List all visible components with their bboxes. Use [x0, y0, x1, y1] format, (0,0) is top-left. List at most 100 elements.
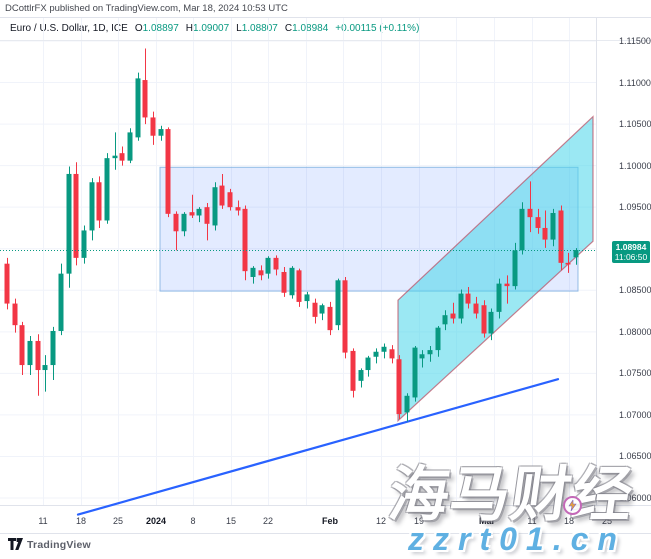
candle-body — [165, 129, 171, 214]
candle-body — [265, 257, 271, 274]
candle-body — [350, 350, 356, 391]
low-label: L — [236, 23, 242, 34]
candle-body — [89, 182, 95, 231]
time-tick-label: 11 — [527, 516, 537, 526]
candle-body — [535, 217, 541, 228]
candle-body — [488, 311, 494, 334]
candle-body — [127, 132, 133, 161]
candle-body — [50, 330, 56, 366]
open-label: O — [134, 23, 143, 34]
time-tick-label: 25 — [112, 516, 124, 526]
watermark-chinese: 海马财经 — [384, 461, 639, 528]
last-price-badge: 1.08984 11:06:50 — [612, 241, 650, 263]
candle-body — [158, 129, 164, 136]
attribution-text: DCottlrFX published on TradingView.com, … — [5, 3, 288, 14]
price-tick-label: 1.11500 — [619, 36, 651, 46]
candle-body — [504, 283, 510, 287]
bar-countdown: 11:06:50 — [614, 252, 648, 262]
candle-body — [204, 207, 210, 224]
price-tick-label: 1.10000 — [619, 160, 651, 171]
candle-body — [342, 280, 348, 353]
candle-body — [189, 212, 195, 216]
candle-body — [496, 283, 502, 312]
price-tick-label: 1.07500 — [619, 368, 651, 379]
candle-body — [227, 192, 233, 208]
candle-body — [304, 294, 310, 302]
price-tick-label: 1.11000 — [619, 77, 651, 88]
candle-body — [258, 270, 264, 276]
tradingview-brand-text: TradingView — [27, 538, 91, 551]
candle-body — [573, 250, 579, 258]
tradingview-logo-icon — [8, 538, 23, 550]
time-tick-label: 18 — [563, 516, 575, 526]
candle-body — [296, 270, 302, 302]
candle-body — [42, 365, 48, 371]
trendline — [76, 378, 560, 516]
close-value: 1.08984 — [292, 23, 329, 34]
candle-body — [112, 155, 118, 159]
watermark-coin-icon — [563, 496, 582, 515]
time-tick-label: 2024 — [145, 516, 167, 526]
candle-body — [81, 230, 87, 258]
candle-body — [327, 306, 333, 331]
high-value: 1.09007 — [193, 23, 230, 34]
change-value: +0.00115 (+0.11%) — [335, 23, 420, 34]
candle-body — [442, 315, 448, 325]
candle-body — [196, 208, 202, 216]
last-price-value: 1.08984 — [615, 242, 647, 252]
candle-body — [27, 340, 33, 366]
time-tick-label: Feb — [321, 516, 339, 526]
candle-body — [435, 327, 441, 351]
candle-body — [396, 359, 402, 415]
time-tick-label: Mar — [478, 516, 496, 526]
candle-body — [250, 267, 256, 277]
candle-body — [142, 80, 148, 118]
candle-body — [235, 207, 241, 211]
candle-body — [512, 250, 518, 287]
candle-body — [273, 257, 279, 270]
open-value: 1.08897 — [142, 23, 179, 34]
price-tick-label: 1.08500 — [619, 285, 651, 296]
candle-body — [565, 262, 571, 265]
high-label: H — [185, 23, 193, 34]
candle-body — [404, 395, 410, 413]
candle-body — [58, 273, 64, 331]
candle-body — [527, 208, 533, 218]
candle-body — [96, 182, 102, 221]
price-tick-label: 1.06500 — [619, 451, 651, 462]
candle-body — [4, 263, 10, 304]
time-tick-label: 8 — [190, 516, 196, 526]
close-label: C — [284, 23, 293, 34]
candle-body — [550, 212, 556, 240]
price-tick-label: 1.09500 — [619, 202, 651, 213]
time-tick-label: 12 — [375, 516, 387, 526]
candle-body — [419, 354, 425, 359]
tradingview-footer[interactable]: TradingView — [8, 538, 91, 551]
candle-body — [173, 213, 179, 232]
candle-body — [481, 305, 487, 334]
candle-body — [458, 293, 464, 319]
time-tick-label: 11 — [38, 516, 48, 526]
candle-body — [212, 187, 218, 226]
candle-body — [242, 208, 248, 272]
candle-body — [181, 213, 187, 232]
lightning-icon — [568, 500, 577, 511]
time-tick-label: 19 — [413, 516, 425, 526]
symbol-title: Euro / U.S. Dollar, 1D, ICE — [10, 23, 128, 34]
candle-body — [558, 210, 564, 263]
candle-body — [389, 349, 395, 359]
candle-body — [373, 351, 379, 357]
price-tick-label: 1.07000 — [619, 409, 651, 420]
candle-body — [450, 313, 456, 319]
time-tick-label: 18 — [75, 516, 87, 526]
price-tick-label: 1.08000 — [619, 326, 651, 337]
candle-body — [35, 340, 41, 371]
candle-body — [465, 293, 471, 304]
candle-body — [312, 302, 318, 317]
candle-body — [412, 347, 418, 398]
candle-body — [73, 173, 79, 258]
watermark-site-url: zzrt01.cn — [408, 521, 626, 557]
price-tick-label: 1.10500 — [619, 119, 651, 130]
